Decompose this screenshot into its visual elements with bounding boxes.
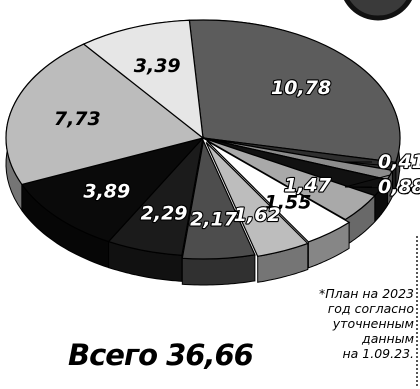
- pie-labels: 10,78 0,41 0,480,88 1,471,551,622,172,29 3,8…: [54, 55, 420, 232]
- label-leader-line: [344, 186, 382, 189]
- footnote-line: уточненным: [332, 316, 414, 331]
- slice-label: 10,78: [271, 77, 331, 99]
- slice-label: 3,89: [83, 180, 130, 202]
- label-leader-line: [344, 161, 395, 167]
- footnote-line: на 1.09.23.: [342, 346, 415, 361]
- dotted-divider: [416, 236, 418, 386]
- slice-label: 2,29: [141, 202, 188, 224]
- slice-label: 0,88: [378, 176, 420, 198]
- slice-label: 1,55: [265, 192, 312, 214]
- total-label: Всего 36,66: [68, 338, 254, 372]
- pie-slice: [82, 19, 204, 140]
- pie-slice: [181, 138, 256, 260]
- pie-slice: [20, 136, 205, 243]
- slice-label: 7,73: [54, 108, 101, 130]
- slice-label: 0,48: [378, 176, 420, 198]
- footnote-line: данным: [362, 331, 414, 346]
- slice-label: 2,17: [190, 209, 238, 231]
- pie-slice: [206, 140, 351, 243]
- slice-label: 3,39: [134, 55, 181, 77]
- pie-slice: [188, 19, 401, 163]
- footnote: *План на 2023 год согласно уточненным да…: [282, 286, 414, 361]
- slice-label: 0,41: [378, 151, 420, 173]
- pie-slice: [205, 141, 309, 257]
- corner-badge: [343, 0, 413, 21]
- footnote-line: *План на 2023: [318, 286, 414, 301]
- footnote-line: год согласно: [327, 301, 414, 316]
- pie-slice: [5, 43, 205, 186]
- slice-label: 1,62: [234, 204, 281, 226]
- slice-label: 1,47: [284, 174, 332, 196]
